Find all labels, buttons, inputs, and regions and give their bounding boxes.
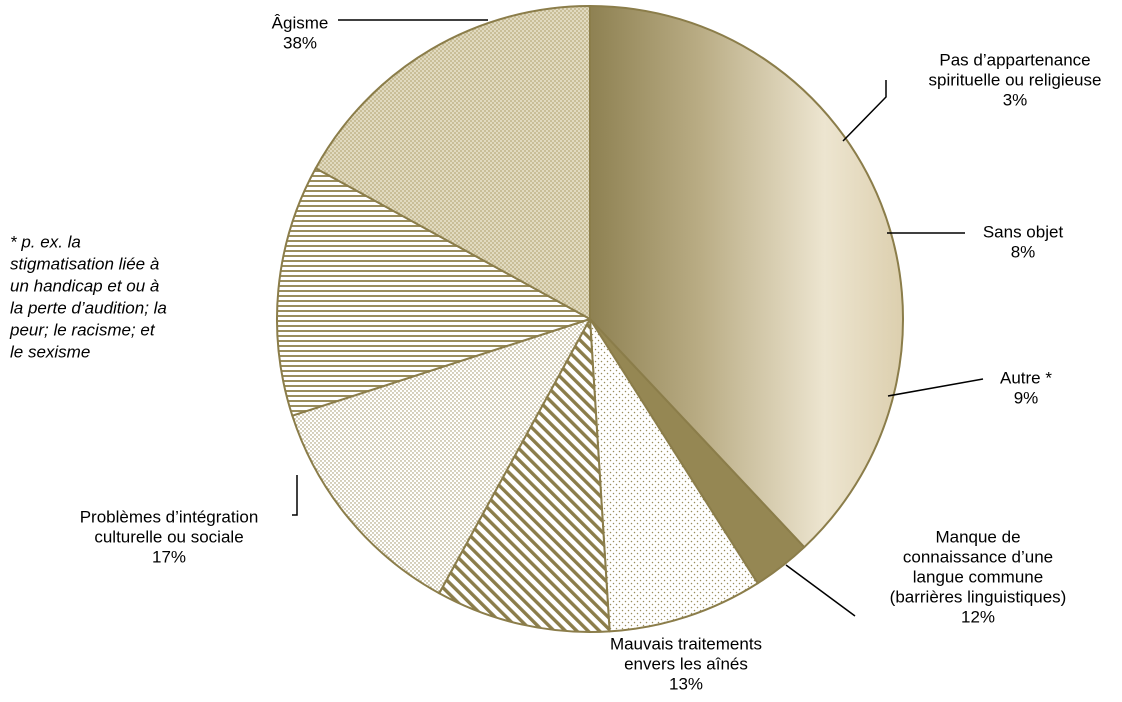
slice-category-label: culturelle ou sociale	[94, 527, 243, 546]
pie-slice	[314, 5, 591, 320]
footnote-line: le sexisme	[10, 342, 90, 361]
slice-category-label: (barrières linguistiques)	[890, 587, 1067, 606]
leader-lines	[292, 19, 984, 617]
pie-slice	[589, 5, 904, 549]
slice-value-label: 9%	[1014, 388, 1039, 407]
pie-slice	[438, 318, 611, 633]
slice-category-label: langue commune	[913, 567, 1043, 586]
pie-slice	[589, 318, 759, 633]
leader-line	[887, 378, 984, 397]
slice-value-label: 17%	[152, 547, 186, 566]
leader-line	[785, 564, 856, 617]
footnote-line: peur; le racisme; et	[9, 320, 156, 339]
slice-category-label: Mauvais traitements	[610, 634, 762, 653]
footnote-line: stigmatisation liée à	[10, 254, 159, 273]
footnote-line: la perte d’audition; la	[10, 298, 167, 317]
slice-value-label: 8%	[1011, 242, 1036, 261]
slice-value-label: 3%	[1003, 90, 1028, 109]
slice-category-label: envers les aînés	[624, 654, 748, 673]
leader-line	[292, 475, 298, 516]
footnote: * p. ex. la stigmatisation liée à un handi…	[9, 232, 167, 361]
slice-category-label: Pas d’appartenance	[939, 50, 1090, 69]
pie-slices	[276, 5, 904, 633]
pie-slice	[276, 167, 591, 417]
slice-category-label: Âgisme	[272, 13, 329, 32]
slice-category-label: Sans objet	[983, 222, 1064, 241]
slice-category-label: spirituelle ou religieuse	[929, 70, 1102, 89]
leader-line	[842, 80, 887, 142]
slice-category-label: Autre *	[1000, 368, 1052, 387]
slice-value-label: 38%	[283, 33, 317, 52]
pie-slice	[291, 318, 591, 595]
footnote-line: un handicap et ou à	[10, 276, 159, 295]
footnote-line: * p. ex. la	[10, 232, 81, 251]
slice-category-label: Problèmes d’intégration	[80, 507, 259, 526]
slice-value-label: 12%	[961, 607, 995, 626]
slice-category-label: Manque de	[935, 527, 1020, 546]
slice-value-label: 13%	[669, 674, 703, 693]
slice-category-label: connaissance d’une	[903, 547, 1053, 566]
